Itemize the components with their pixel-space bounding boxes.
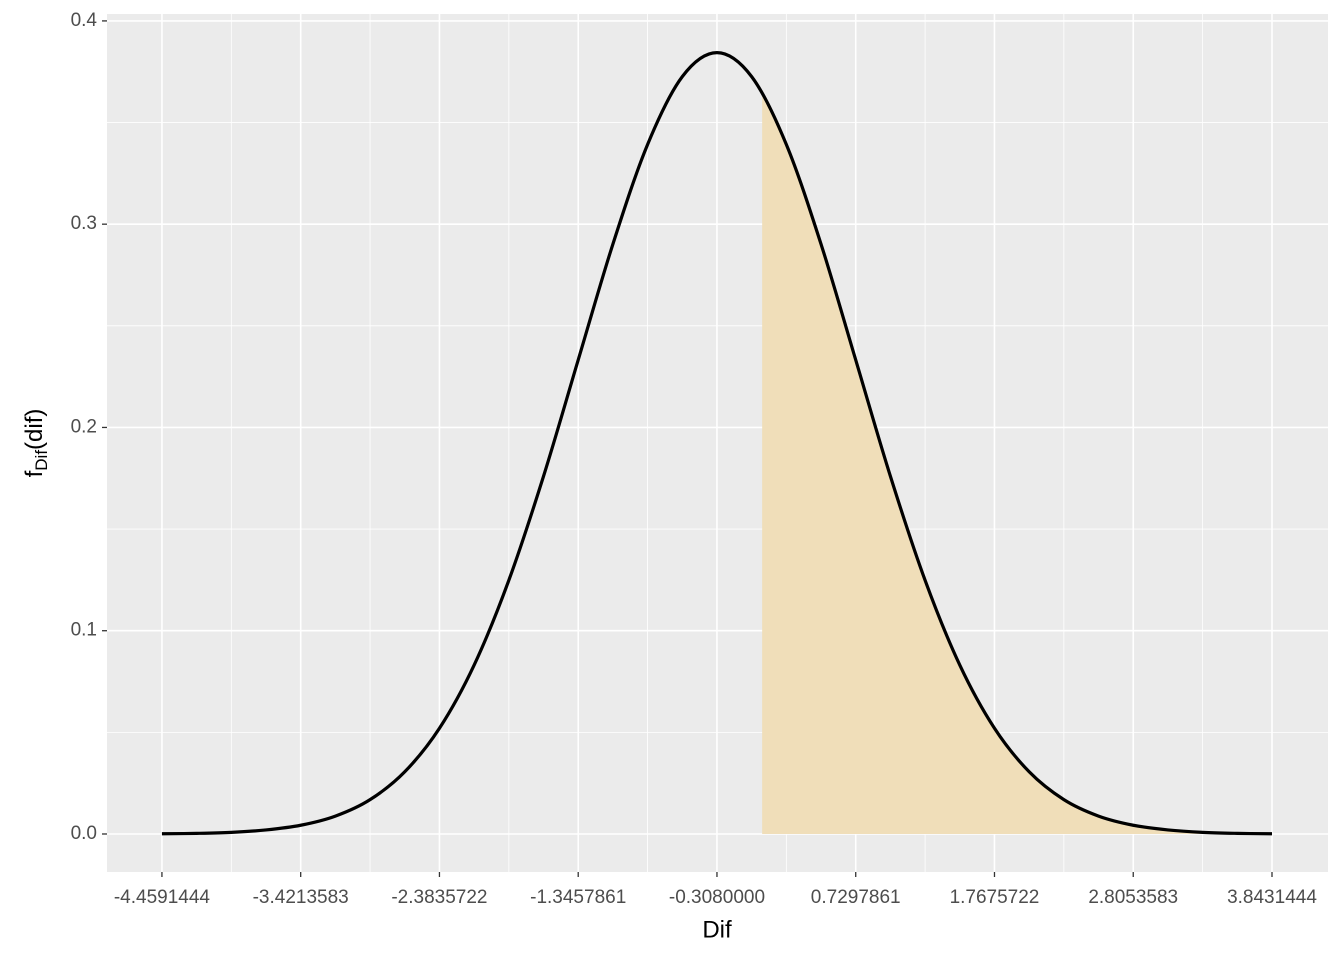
marks bbox=[161, 51, 1273, 836]
y-title-main: f bbox=[21, 470, 48, 477]
x-tick-label: -0.3080000 bbox=[669, 887, 765, 908]
x-tick-label: -3.4213583 bbox=[253, 887, 349, 908]
x-tick-label: 3.8431444 bbox=[1227, 887, 1317, 908]
grid bbox=[107, 14, 1328, 872]
y-title-rest: (dif) bbox=[21, 409, 48, 450]
x-axis-title: Dif bbox=[702, 916, 732, 943]
y-tick-label: 0.4 bbox=[71, 10, 98, 31]
y-tick-label: 0.1 bbox=[71, 620, 97, 641]
y-tick-label: 0.0 bbox=[71, 823, 97, 844]
y-tick-label: 0.3 bbox=[71, 213, 97, 234]
x-tick-label: 1.7675722 bbox=[950, 887, 1040, 908]
y-axis-title: fDif(dif) bbox=[21, 409, 51, 478]
y-tick-label: 0.2 bbox=[71, 416, 97, 437]
y-title-sub: Dif bbox=[32, 450, 51, 471]
x-tick-label: 2.8053583 bbox=[1088, 887, 1178, 908]
axes: -4.4591444 -3.4213583 -2.3835722 -1.3457861… bbox=[71, 10, 1318, 908]
shaded-area bbox=[762, 93, 1272, 834]
x-tick-label: -1.3457861 bbox=[530, 887, 626, 908]
x-tick-label: -4.4591444 bbox=[114, 887, 211, 908]
x-tick-label: -2.3835722 bbox=[391, 887, 487, 908]
x-tick-label: 0.7297861 bbox=[811, 887, 901, 908]
density-line bbox=[161, 51, 1273, 836]
